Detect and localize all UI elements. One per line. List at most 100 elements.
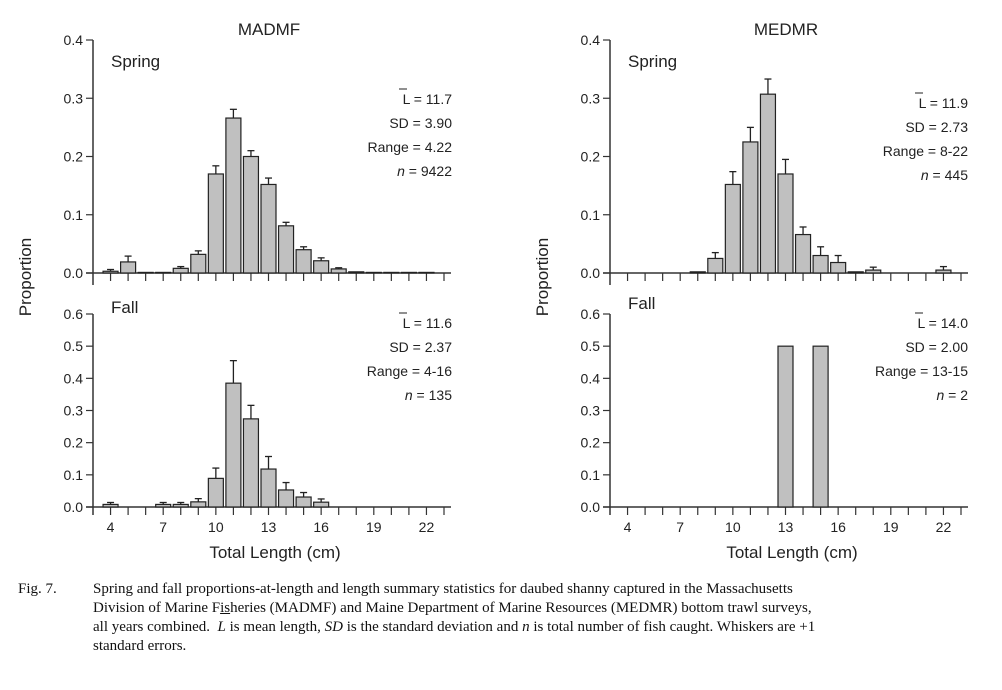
stat-mean-length: L = 11.9 [919, 95, 969, 111]
bar [847, 271, 864, 274]
x-tick-label: 16 [830, 519, 846, 535]
stat-sd: SD = 3.90 [389, 115, 452, 131]
y-axis-title: Proportion [16, 238, 35, 316]
panel-medmr-spring: 0.0 0.1 0.2 0.3 0.4 MEDMR Spring L = 11.9 SD = 2… [533, 20, 968, 316]
y-tick-label: 0.1 [64, 467, 84, 483]
bar [242, 418, 260, 508]
stat-mean-length: L = 11.6 [403, 315, 453, 331]
stat-n-symbol: n [936, 387, 944, 403]
bar [777, 173, 794, 274]
y-tick-label: 0.1 [581, 467, 601, 483]
caption-text-span: is mean length, [225, 619, 325, 635]
bar [777, 345, 794, 508]
bar [137, 271, 154, 274]
season-label: Fall [111, 298, 138, 317]
x-tick-label: 4 [624, 519, 632, 535]
bar [190, 253, 207, 274]
bar [260, 183, 277, 274]
x-tick-label: 7 [676, 519, 684, 535]
bar [207, 173, 224, 274]
stat-sd: SD = 2.37 [389, 339, 452, 355]
y-tick-label: 0.0 [64, 499, 84, 515]
y-tick-label: 0.4 [581, 32, 601, 48]
bar [102, 270, 119, 274]
x-tick-label: 7 [159, 519, 167, 535]
panel-medmr-fall: 0.0 0.1 0.2 0.3 0.4 0.5 0.6 4 7 10 13 16 19 22 Total L… [581, 294, 969, 562]
bar [707, 257, 724, 274]
bar [935, 269, 952, 274]
y-tick-label: 0.1 [581, 207, 601, 223]
bar [242, 155, 260, 274]
stat-sd: SD = 2.00 [905, 339, 968, 355]
x-tick-label: 13 [261, 519, 277, 535]
bar [172, 503, 189, 508]
stat-range: Range = 4-16 [367, 363, 452, 379]
bar [295, 496, 312, 508]
x-tick-label: 22 [936, 519, 952, 535]
panel-title: MADMF [238, 20, 300, 39]
bar [295, 249, 312, 274]
y-tick-label: 0.2 [64, 435, 84, 451]
caption-text: Spring and fall proportions-at-length an… [93, 580, 993, 656]
x-axis-title: Total Length (cm) [726, 543, 857, 562]
stat-sd: SD = 2.73 [905, 119, 968, 135]
bar [225, 117, 242, 274]
stat-mean-length: L = 14.0 [918, 315, 969, 331]
y-tick-label: 0.3 [64, 90, 84, 106]
x-tick-label: 19 [883, 519, 899, 535]
bar [418, 271, 435, 274]
y-tick-label: 0.4 [64, 370, 84, 386]
x-tick-label: 10 [725, 519, 741, 535]
y-tick-label: 0.2 [64, 149, 84, 165]
panel-title: MEDMR [754, 20, 818, 39]
bar [277, 225, 295, 274]
panel-madmf-fall: 0.0 0.1 0.2 0.3 0.4 0.5 0.6 4 7 10 13 16 19 22 Total L… [64, 298, 453, 562]
stat-n: n = 9422 [397, 163, 452, 179]
y-tick-label: 0.0 [581, 499, 601, 515]
season-label: Fall [628, 294, 655, 313]
x-tick-label: 19 [366, 519, 382, 535]
stat-n-symbol: n [921, 167, 929, 183]
bar [742, 141, 759, 274]
bar [155, 271, 172, 274]
bar [207, 477, 224, 508]
bar [260, 468, 277, 508]
caption-italic-n: n [522, 619, 530, 635]
bar [812, 345, 829, 508]
caption-line-4: standard errors. [93, 638, 187, 654]
y-tick-label: 0.6 [64, 306, 84, 322]
x-axis-title: Total Length (cm) [209, 543, 340, 562]
bar [225, 382, 242, 508]
y-tick-label: 0.4 [581, 370, 601, 386]
stat-n-value: = 2 [944, 387, 968, 403]
bar [102, 503, 119, 508]
stat-n: n = 445 [921, 167, 968, 183]
bar [172, 267, 189, 274]
x-tick-label: 4 [107, 519, 115, 535]
bar [400, 271, 417, 274]
caption-line-1: Spring and fall proportions-at-length an… [93, 581, 793, 597]
caption-underlined-span: is [220, 600, 231, 616]
x-tick-label: 16 [313, 519, 329, 535]
x-tick-label: 13 [778, 519, 794, 535]
bar [330, 268, 347, 274]
bar [865, 269, 882, 274]
caption-label: Fig. 7. [18, 581, 57, 597]
x-tick-label: 22 [419, 519, 435, 535]
stat-n-value: = 445 [929, 167, 969, 183]
y-tick-label: 0.2 [581, 435, 601, 451]
bar [119, 261, 137, 274]
stat-n-value: = 9422 [405, 163, 452, 179]
y-tick-label: 0.1 [64, 207, 84, 223]
stat-n: n = 135 [405, 387, 452, 403]
caption-italic-SD: SD [324, 619, 343, 635]
bar [277, 489, 295, 508]
bar [759, 93, 777, 274]
bar [313, 501, 330, 508]
stat-n-symbol: n [397, 163, 405, 179]
caption-line-2: Division of Marine Fisheries (MADMF) and… [93, 599, 993, 618]
bar [190, 501, 207, 508]
caption-text-span: is the standard deviation and [342, 619, 523, 635]
stat-range: Range = 13-15 [875, 363, 968, 379]
y-tick-label: 0.3 [581, 403, 601, 419]
